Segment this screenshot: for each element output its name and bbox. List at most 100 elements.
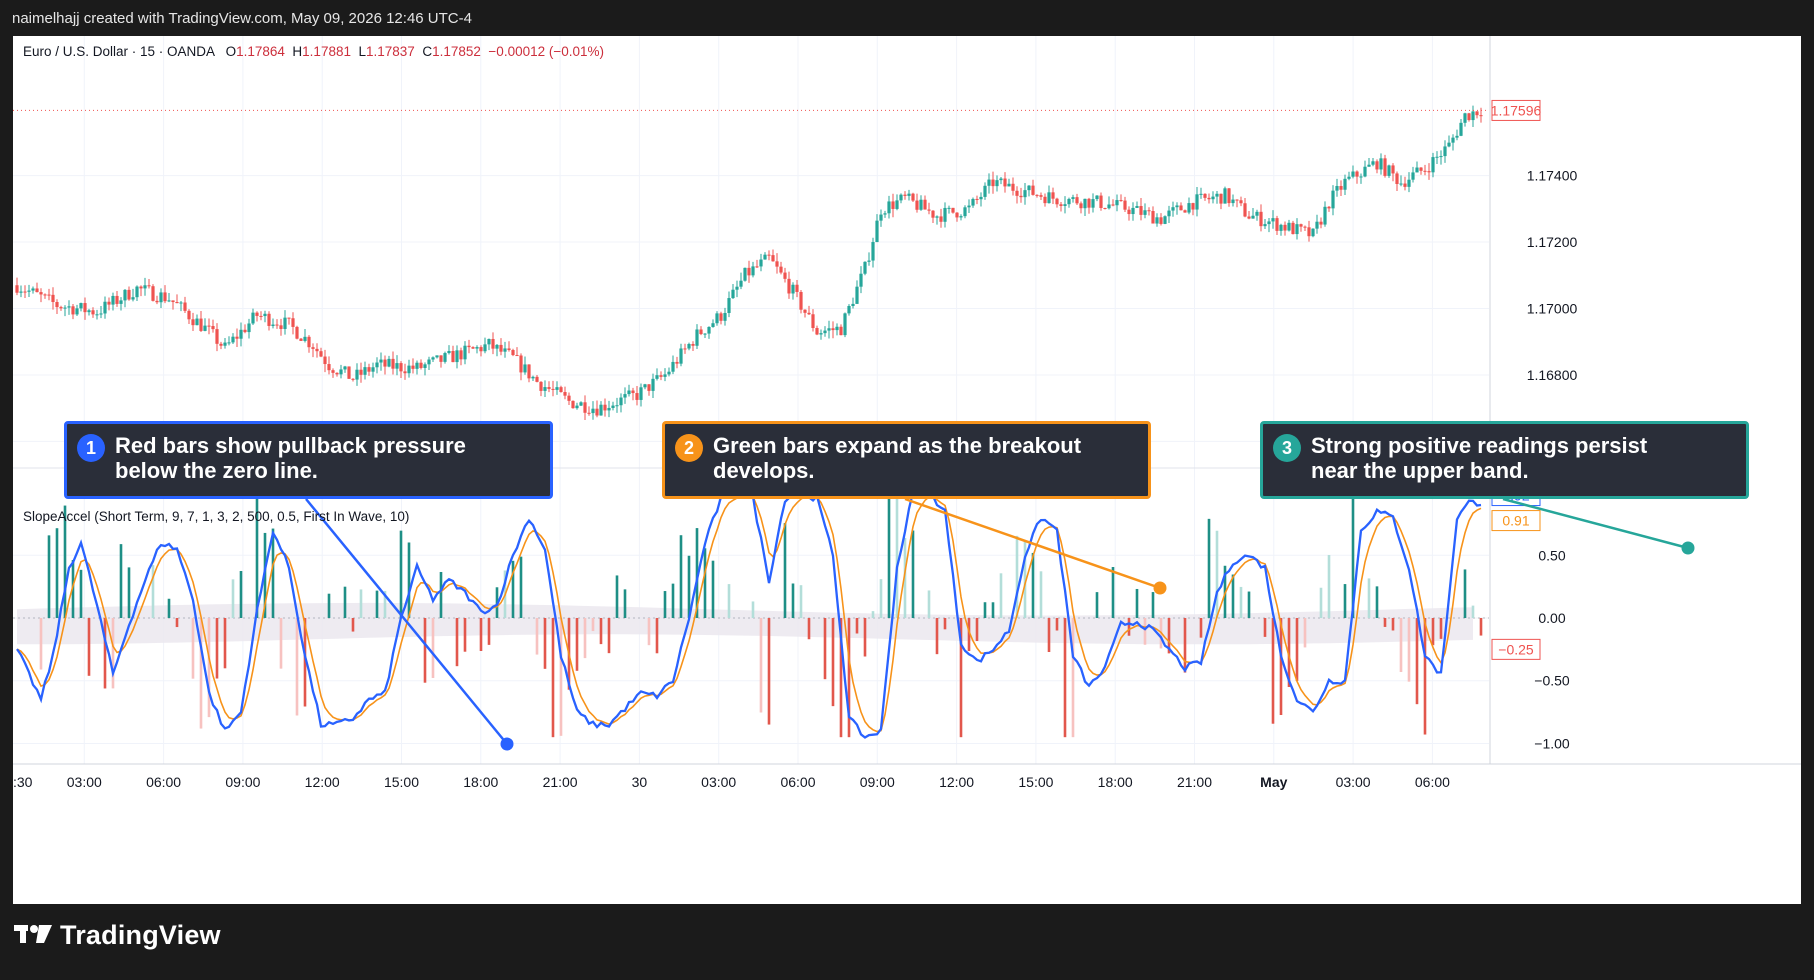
callout-3-line2: near the upper band. <box>1311 458 1529 483</box>
callout-3-number: 3 <box>1273 434 1301 462</box>
candle-body <box>467 345 471 348</box>
indicator-legend[interactable]: SlopeAccel (Short Term, 9, 7, 1, 3, 2, 5… <box>23 509 409 524</box>
candle-body <box>843 313 847 336</box>
candle-body <box>591 408 595 414</box>
candle-body <box>1035 194 1039 196</box>
callout-2-line1: Green bars expand as the breakout <box>713 433 1082 458</box>
candle-body <box>71 306 75 315</box>
candle-body <box>1171 207 1175 211</box>
candle-body <box>51 294 55 303</box>
histogram-bar <box>239 570 243 618</box>
candle-body <box>1199 193 1203 195</box>
candle-body <box>567 395 571 401</box>
candle-body <box>399 363 403 372</box>
candle-body <box>899 194 903 201</box>
callout-2-connector-dot <box>1153 581 1167 595</box>
candle-body <box>199 318 203 331</box>
histogram-bar <box>423 618 427 683</box>
histogram-bar <box>1431 618 1435 646</box>
candle-body <box>455 350 459 363</box>
candle-body <box>747 267 751 276</box>
histogram-bar <box>839 618 843 738</box>
candle-body <box>1047 192 1051 204</box>
histogram-bar <box>1111 567 1115 618</box>
candle-body <box>539 381 543 391</box>
candle-body <box>1271 218 1275 222</box>
callout-1: 1 Red bars show pullback pressure below … <box>64 421 553 499</box>
candle-body <box>1079 203 1083 209</box>
candle-body <box>631 390 635 394</box>
tradingview-logo[interactable]: TradingView <box>14 920 221 952</box>
histogram-bar <box>1151 592 1155 618</box>
candle-body <box>1083 198 1087 209</box>
candle-body <box>419 362 423 368</box>
candle-body <box>1227 188 1231 204</box>
candle-body <box>339 369 343 375</box>
candle-body <box>1315 221 1319 229</box>
candle-body <box>119 300 123 304</box>
candle-body <box>471 347 475 349</box>
time-tick-label: 06:00 <box>1415 774 1450 790</box>
histogram-bar <box>103 618 107 689</box>
time-tick-label: 09:00 <box>225 774 260 790</box>
tradingview-logo-icon <box>14 921 52 952</box>
histogram-bar <box>255 498 259 618</box>
candle-body <box>1295 224 1299 235</box>
candle-body <box>27 290 31 292</box>
candle-body <box>43 294 47 296</box>
candle-body <box>919 199 923 210</box>
candle-body <box>1399 183 1403 185</box>
candle-body <box>331 370 335 373</box>
histogram-bar <box>1399 618 1403 672</box>
time-tick-label: 30 <box>632 774 648 790</box>
histogram-bar <box>591 618 595 632</box>
histogram-bar <box>575 618 579 671</box>
candle-body <box>135 286 139 298</box>
candle-body <box>1183 210 1187 213</box>
candle-body <box>235 336 239 339</box>
candle-body <box>1123 200 1127 210</box>
candle-body <box>763 254 767 260</box>
candle-body <box>1339 186 1343 190</box>
candle-body <box>635 393 639 400</box>
histogram-bar <box>847 618 851 738</box>
time-tick-label: 03:00 <box>1336 774 1371 790</box>
histogram-bar <box>463 618 467 652</box>
histogram-bar <box>647 618 651 646</box>
histogram-bar <box>1303 618 1307 648</box>
candle-body <box>1407 179 1411 187</box>
candle-body <box>447 350 451 354</box>
candle-body <box>575 405 579 409</box>
histogram-bar <box>111 618 115 689</box>
histogram-bar <box>687 555 691 618</box>
histogram-bar <box>231 579 235 618</box>
chart-canvas[interactable]: 1.174001.172001.170001.168001.166000.500… <box>13 36 1801 904</box>
candle-body <box>983 185 987 197</box>
candle-body <box>111 295 115 305</box>
candle-body <box>67 306 71 308</box>
histogram-bar <box>911 530 915 618</box>
candle-body <box>319 351 323 357</box>
histogram-bar <box>375 590 379 618</box>
histogram-bar <box>727 584 731 618</box>
callout-2-number: 2 <box>675 434 703 462</box>
candle-body <box>287 317 291 319</box>
candle-body <box>1235 199 1239 201</box>
candle-body <box>371 367 375 372</box>
histogram-bar <box>1071 618 1075 738</box>
open-label: O <box>225 44 237 59</box>
histogram-bar <box>791 583 795 618</box>
candle-body <box>551 388 555 390</box>
histogram-bar <box>767 618 771 725</box>
open-value: 1.17864 <box>236 44 285 59</box>
oscillator-histogram <box>39 498 1483 738</box>
candle-body <box>847 306 851 314</box>
candle-body <box>1159 217 1163 224</box>
candle-body <box>791 284 795 294</box>
candle-body <box>363 367 367 375</box>
candle-body <box>923 199 927 210</box>
candle-body <box>931 210 935 218</box>
symbol-name[interactable]: Euro / U.S. Dollar · 15 · OANDA <box>23 44 215 59</box>
candle-body <box>615 405 619 407</box>
candle-body <box>579 402 583 406</box>
